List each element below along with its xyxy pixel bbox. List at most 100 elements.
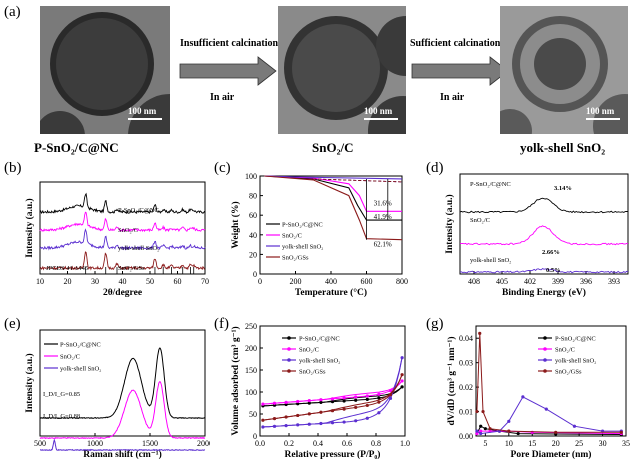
series-line-1 bbox=[39, 380, 206, 440]
chart-e-raman: 500 1000 1500 2000 Raman shift (cm⁻¹) Intensi… bbox=[24, 329, 210, 460]
data-point bbox=[544, 407, 548, 411]
chart-b-xrd: 10 20 30 40 50 60 70 2θ/degree Intensity (a.u.) P… bbox=[24, 181, 209, 298]
x-tick-label: 500 bbox=[34, 439, 46, 448]
data-point bbox=[284, 424, 288, 428]
x-tick-label: 0.4 bbox=[313, 439, 323, 448]
tem-image-sno2-c-drawing bbox=[278, 6, 406, 134]
percent-label-1: 2.66% bbox=[542, 249, 560, 256]
data-point bbox=[319, 398, 323, 402]
series-line-2 bbox=[39, 228, 206, 251]
series-label-0: P-SnO₂/C@NC bbox=[118, 207, 159, 214]
data-point bbox=[354, 395, 358, 399]
scale-bar-label: 100 nm bbox=[128, 106, 157, 116]
series-line-3 bbox=[264, 175, 403, 241]
data-point bbox=[319, 400, 323, 404]
legend-label: SnO₂/C bbox=[299, 347, 319, 354]
tem-image-p-sno2-c-nc: 100 nm bbox=[40, 6, 170, 134]
data-point bbox=[516, 431, 520, 436]
ratio-label-1: I_D/I_G=0.88 bbox=[43, 413, 80, 420]
data-point bbox=[377, 396, 381, 400]
series-line-0 bbox=[264, 175, 402, 221]
data-point bbox=[377, 400, 381, 404]
plot-frame bbox=[475, 325, 627, 437]
data-point bbox=[483, 427, 487, 431]
series-label-2: yolk-shell SnO₂ bbox=[118, 245, 159, 252]
legend-label: yolk-shell SnO₂ bbox=[60, 366, 101, 373]
x-axis-label: Raman shift (cm⁻¹) bbox=[83, 449, 162, 460]
x-tick-label: 800 bbox=[396, 277, 408, 286]
data-point bbox=[342, 420, 346, 424]
y-tick-label: 0.00 bbox=[459, 432, 473, 441]
data-point bbox=[554, 430, 558, 434]
legend-marker bbox=[543, 369, 547, 373]
x-tick-label: 10 bbox=[505, 439, 513, 448]
legend-label: SnO₂/GSs bbox=[555, 369, 582, 376]
data-point bbox=[330, 400, 335, 404]
x-tick-label: 405 bbox=[496, 277, 508, 286]
legend-label: yolk-shell SnO₂ bbox=[555, 358, 596, 365]
legend-label: P-SnO₂/C@NC bbox=[60, 342, 101, 349]
ratio-label-0: I_D/I_G=0.85 bbox=[43, 391, 80, 398]
panel-label-g: (g) bbox=[426, 316, 444, 332]
x-tick-label: 20 bbox=[552, 439, 560, 448]
data-point bbox=[296, 402, 300, 406]
series-line-0 bbox=[39, 347, 206, 420]
legend-marker bbox=[543, 336, 547, 340]
series-label-2: yolk-shell SnO₂ bbox=[470, 257, 511, 264]
data-point bbox=[284, 400, 288, 404]
annotation-label: 62.1% bbox=[374, 241, 392, 249]
data-point bbox=[488, 427, 492, 431]
data-point bbox=[377, 392, 381, 396]
data-point bbox=[296, 413, 300, 418]
data-point bbox=[377, 411, 381, 415]
x-axis-label: 2θ/degree bbox=[103, 288, 142, 298]
plot-frame bbox=[459, 173, 629, 275]
tem-image-yolk-shell: 100 nm bbox=[500, 6, 628, 134]
y-axis-label: Weight (%) bbox=[230, 201, 241, 248]
y-tick-label: 0 bbox=[253, 270, 257, 279]
series-line-2 bbox=[40, 438, 206, 452]
data-point bbox=[272, 417, 277, 421]
x-tick-label: 400 bbox=[325, 277, 337, 286]
x-tick-label: 1.0 bbox=[400, 439, 410, 448]
data-point bbox=[475, 409, 479, 414]
arrow-1-label: Insufficient calcination bbox=[180, 38, 279, 49]
data-point bbox=[365, 403, 369, 408]
data-point bbox=[475, 429, 479, 433]
scale-bar bbox=[586, 118, 620, 120]
data-point bbox=[330, 421, 335, 425]
x-tick-label: 2000 bbox=[197, 439, 210, 448]
y-axis-label: Volume adsorbed (cm³ g⁻¹) bbox=[230, 326, 241, 435]
chart-f-bet: 0.0 0.2 0.4 0.6 0.8 1.0 0 50 100 150 200 250 Relativ… bbox=[230, 322, 410, 460]
caption-sno2-c: SnO₂/C bbox=[312, 140, 354, 155]
x-tick-label: 396 bbox=[580, 277, 592, 286]
chart-d-xps: 408 405 402 399 396 393 Binding Energy (eV) Int… bbox=[444, 173, 629, 298]
x-tick-label: 402 bbox=[524, 277, 536, 286]
legend-label: SnO₂/GSs bbox=[282, 255, 309, 262]
data-point bbox=[479, 424, 483, 428]
data-point bbox=[296, 423, 300, 427]
chart-g-pore: 5 10 15 20 25 30 35 0.00 0.01 0.02 0.03 0.04 Pore Di… bbox=[446, 325, 630, 460]
arrow-2-icon bbox=[411, 56, 509, 86]
y-tick-label: 150 bbox=[245, 366, 257, 375]
scale-bar bbox=[128, 118, 162, 120]
x-tick-label: 0.8 bbox=[371, 439, 381, 448]
panel-label-a: (a) bbox=[4, 4, 21, 20]
plot-frame bbox=[39, 329, 206, 437]
data-point bbox=[481, 409, 485, 414]
series-line-3 bbox=[476, 333, 622, 433]
tem-image-yolk-shell-drawing bbox=[500, 6, 628, 134]
x-tick-label: 35 bbox=[622, 439, 630, 448]
data-point bbox=[342, 407, 346, 411]
legend-marker bbox=[287, 347, 291, 351]
series-line-0 bbox=[39, 192, 206, 215]
arrow-1-icon bbox=[179, 56, 277, 86]
data-point bbox=[521, 395, 525, 399]
legend-label: yolk-shell SnO₂ bbox=[299, 358, 340, 365]
y-tick-label: 200 bbox=[245, 344, 257, 353]
x-tick-label: 25 bbox=[575, 439, 583, 448]
x-tick-label: 0.0 bbox=[255, 439, 265, 448]
legend-label: SnO₂/C bbox=[60, 354, 80, 361]
data-point bbox=[478, 331, 482, 335]
x-tick-label: 60 bbox=[174, 277, 182, 286]
